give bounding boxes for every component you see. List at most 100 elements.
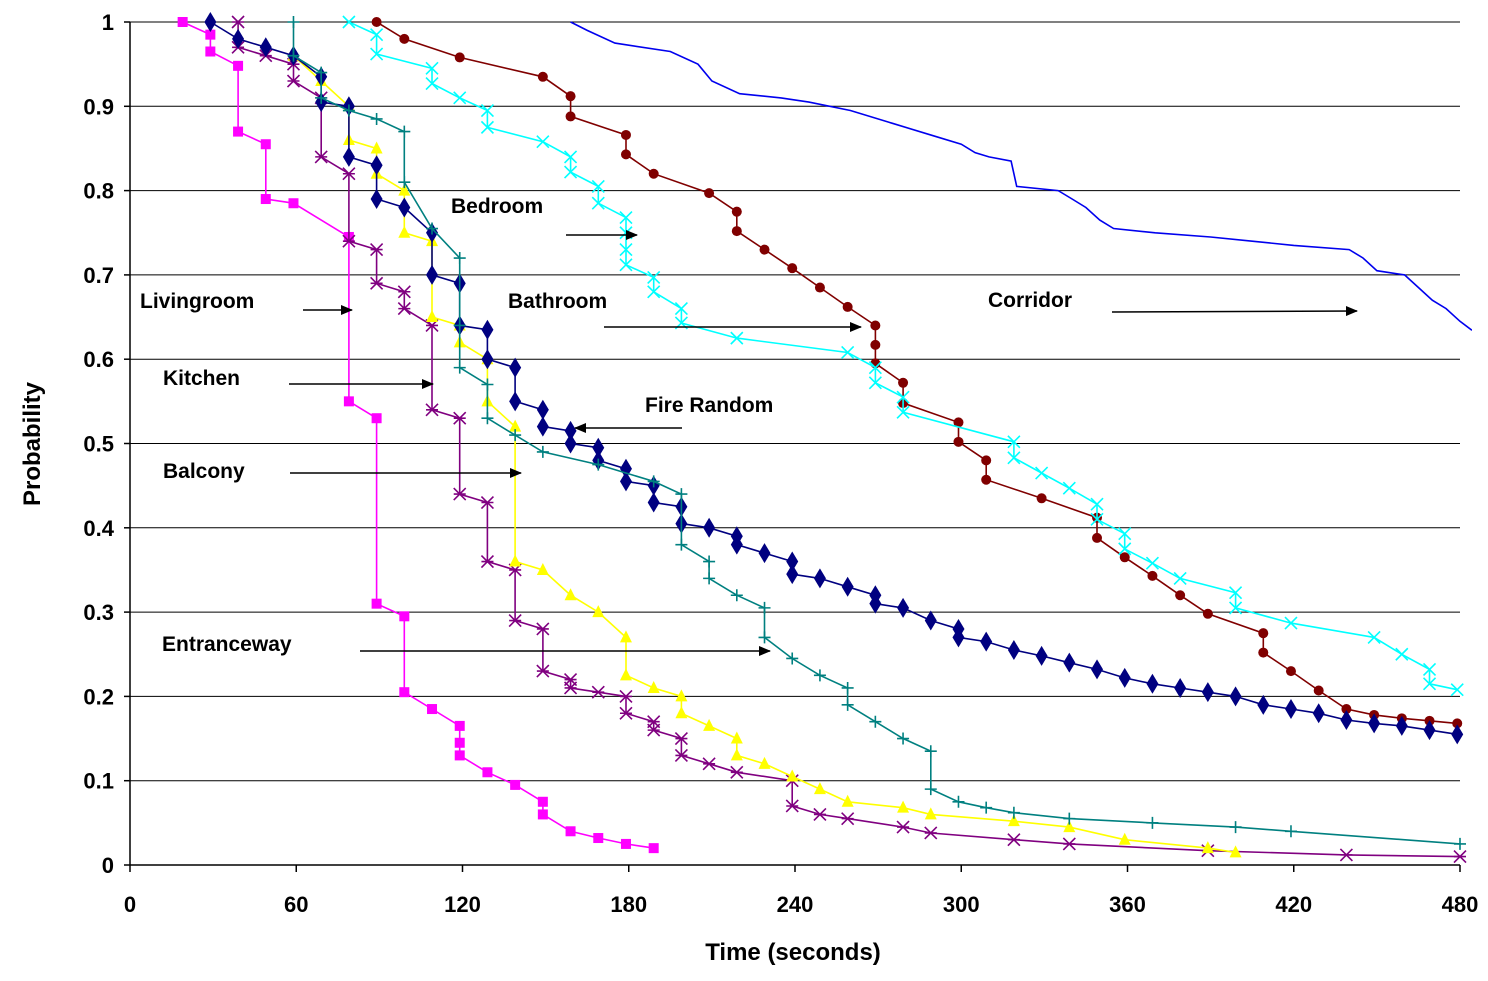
point-fire-random-20 — [536, 416, 549, 437]
point-fire-random-23 — [592, 437, 605, 458]
x-tick-label-7: 420 — [1275, 892, 1312, 917]
point-entranceway-33 — [952, 795, 965, 808]
point-fire-random-45 — [980, 631, 993, 652]
point-bedroom-22 — [953, 436, 964, 447]
point-bathroom-8 — [536, 135, 550, 149]
point-fire-random-61 — [1423, 720, 1436, 741]
point-balcony-19 — [619, 630, 632, 643]
point-fire-random-49 — [1091, 659, 1104, 680]
annotation-corridor: Corridor — [988, 289, 1358, 317]
point-balcony-24 — [703, 718, 716, 731]
point-fire-random-50 — [1118, 667, 1131, 688]
point-kitchen-31 — [674, 748, 688, 762]
point-livingroom-3 — [233, 60, 244, 71]
annotation-label-bedroom: Bedroom — [451, 195, 543, 218]
point-fire-random-19 — [536, 399, 549, 420]
point-bedroom-2 — [454, 52, 465, 63]
point-bedroom-19 — [898, 377, 909, 388]
point-kitchen-21 — [536, 622, 550, 636]
x-tick-label-8: 480 — [1442, 892, 1479, 917]
point-entranceway-4 — [342, 104, 355, 117]
point-kitchen-6 — [314, 150, 328, 164]
series-kitchen — [231, 15, 1467, 864]
series-livingroom — [177, 17, 659, 854]
point-bathroom-24 — [868, 376, 882, 390]
point-bedroom-14 — [814, 282, 825, 293]
point-entranceway-13 — [481, 412, 494, 425]
point-fire-random-51 — [1146, 673, 1159, 694]
annotation-bedroom: Bedroom — [451, 195, 638, 240]
point-bedroom-13 — [787, 263, 798, 274]
point-entranceway-40 — [1454, 837, 1466, 850]
y-tick-label-5: 0.5 — [83, 432, 114, 457]
series-line-kitchen — [237, 22, 1461, 858]
point-bedroom-1 — [399, 33, 410, 44]
y-tick-label-3: 0.3 — [83, 600, 114, 625]
annotation-label-balcony: Balcony — [163, 460, 245, 483]
point-bathroom-3 — [425, 61, 439, 75]
point-balcony-25 — [730, 731, 743, 744]
point-livingroom-13 — [399, 687, 410, 698]
point-bathroom-15 — [619, 243, 633, 257]
point-livingroom-19 — [510, 779, 521, 790]
point-balcony-33 — [1007, 814, 1020, 827]
point-entranceway-5 — [370, 112, 383, 125]
point-livingroom-5 — [260, 139, 271, 150]
annotation-label-kitchen: Kitchen — [163, 367, 240, 390]
annotation-livingroom: Livingroom — [140, 290, 353, 315]
point-entranceway-27 — [841, 681, 854, 694]
point-entranceway-8 — [426, 222, 439, 235]
x-tick-label-5: 300 — [943, 892, 980, 917]
point-fire-random-31 — [703, 517, 716, 538]
point-balcony-14 — [509, 419, 522, 432]
y-tick-label-8: 0.8 — [83, 179, 114, 204]
series-corridor — [570, 21, 1472, 331]
point-balcony-29 — [813, 782, 826, 795]
point-bathroom-39 — [1284, 616, 1298, 630]
point-bedroom-21 — [953, 417, 964, 428]
y-tick-label-7: 0.7 — [83, 263, 114, 288]
point-entranceway-38 — [1229, 821, 1242, 834]
point-bathroom-43 — [1422, 677, 1437, 691]
series-fire-random — [204, 12, 1464, 745]
point-entranceway-17 — [647, 475, 660, 488]
y-tick-label-6: 0.6 — [83, 347, 114, 372]
point-kitchen-0 — [231, 15, 245, 29]
point-livingroom-6 — [260, 194, 271, 205]
point-balcony-21 — [647, 680, 660, 693]
point-bedroom-6 — [620, 129, 631, 140]
point-kitchen-35 — [785, 799, 799, 813]
point-entranceway-31 — [924, 745, 937, 758]
point-kitchen-20 — [508, 613, 522, 628]
point-bathroom-7 — [480, 120, 495, 134]
point-balcony-18 — [592, 605, 605, 618]
y-tick-label-10: 1 — [102, 10, 114, 35]
point-entranceway-35 — [1007, 806, 1020, 819]
point-fire-random-12 — [426, 264, 439, 285]
point-entranceway-26 — [813, 669, 826, 682]
point-bathroom-1 — [370, 28, 384, 42]
point-entranceway-25 — [786, 652, 799, 665]
gridlines — [130, 21, 1460, 782]
annotation-kitchen: Kitchen — [163, 367, 434, 390]
annotation-label-corridor: Corridor — [988, 289, 1072, 312]
point-kitchen-30 — [674, 731, 688, 746]
point-bathroom-22 — [841, 345, 855, 360]
point-entranceway-2 — [315, 66, 328, 79]
point-balcony-30 — [841, 794, 854, 807]
point-entranceway-9 — [453, 252, 466, 265]
point-fire-random-15 — [481, 319, 494, 340]
point-livingroom-21 — [537, 809, 548, 820]
point-entranceway-37 — [1146, 816, 1159, 829]
point-bedroom-8 — [648, 168, 659, 179]
point-fire-random-33 — [730, 534, 743, 555]
point-livingroom-14 — [427, 704, 438, 715]
point-livingroom-18 — [482, 767, 493, 778]
point-fire-random-35 — [786, 551, 799, 572]
point-kitchen-14 — [425, 403, 439, 417]
point-balcony-37 — [1229, 845, 1242, 858]
point-livingroom-25 — [648, 843, 659, 854]
point-fire-random-37 — [813, 568, 826, 589]
point-livingroom-16 — [454, 737, 465, 748]
y-axis-title: Probability — [19, 381, 46, 506]
